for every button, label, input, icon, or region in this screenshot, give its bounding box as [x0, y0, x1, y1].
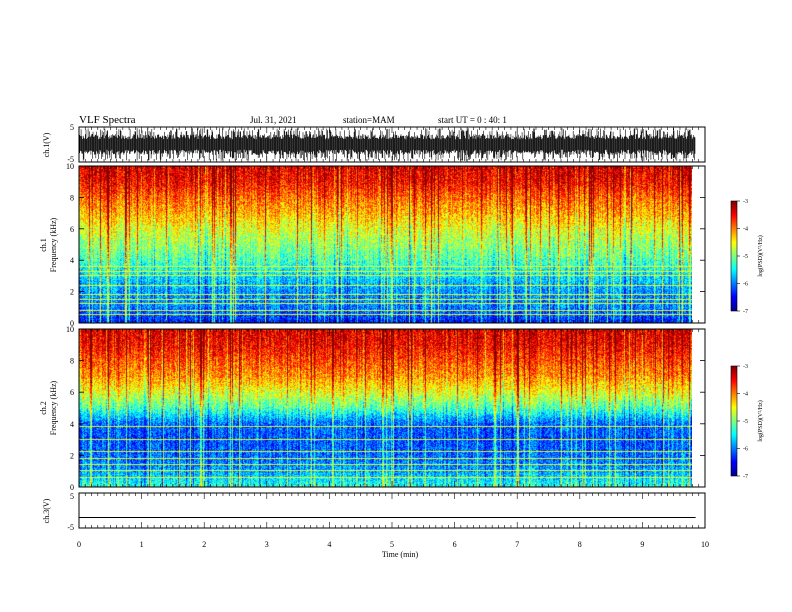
time-tick-label: 9 — [640, 540, 644, 549]
figure-date: Jul. 31, 2021 — [250, 115, 297, 125]
ch2-colorbar-image — [731, 366, 737, 476]
ch1-colorbar-tick-label: -3 — [743, 199, 748, 205]
time-tick-label: 7 — [515, 540, 519, 549]
ch2-spectrogram-ylabel-frequency: Frequency (kHz) — [49, 380, 58, 435]
ch1-spectrogram-image — [79, 166, 692, 323]
ch1-colorbar-tick-label: -6 — [743, 282, 748, 288]
ch1-spectrogram-ylabel-channel: ch.1 — [39, 238, 48, 252]
ch1-spectrogram-yticks: 0 2 4 6 8 10 — [66, 162, 705, 328]
ch1-ytick-top: 5 — [70, 123, 74, 132]
ch2-spectrogram-ytick-label: 8 — [70, 357, 74, 366]
ch2-spectrogram-ytick-label: 4 — [70, 420, 74, 429]
time-tick-label: 8 — [578, 540, 582, 549]
ch1-spectrogram-ylabel-frequency: Frequency (kHz) — [49, 217, 58, 272]
time-tick-label: 3 — [265, 540, 269, 549]
ch2-spectrogram-ytick-label: 10 — [66, 325, 74, 334]
time-tick-label: 10 — [701, 540, 709, 549]
time-tick-label: 2 — [202, 540, 206, 549]
figure-start-time: start UT = 0 : 40: 1 — [438, 115, 507, 125]
ch1-colorbar: -3 -4 -5 -6 -7 log(PSD)(V²/Hz) — [730, 199, 764, 315]
ch1-spectrogram-ytick-label: 0 — [70, 319, 74, 328]
ch1-waveform-line — [78, 128, 696, 161]
time-axis-label: Time (min) — [382, 550, 419, 559]
ch2-spectrogram-panel: 0 2 4 6 8 10 ch.2 Frequency (kHz) — [39, 325, 706, 492]
ch1-colorbar-tick-label: -7 — [743, 309, 748, 315]
time-tick-label: 5 — [390, 540, 394, 549]
ch2-spectrogram-ytick-label: 2 — [70, 451, 74, 460]
ch3-waveform-ylabel: ch.3(V) — [42, 498, 51, 523]
time-tick-label: 1 — [140, 540, 144, 549]
time-tick-label: 0 — [77, 540, 81, 549]
time-axis-ticks — [78, 127, 706, 528]
ch3-ytick-top: 5 — [70, 492, 74, 501]
ch1-colorbar-label: log(PSD)(V²/Hz) — [757, 235, 764, 276]
ch2-spectrogram-ylabel-channel: ch.2 — [39, 401, 48, 415]
time-tick-label: 4 — [327, 540, 331, 549]
ch2-colorbar-tick-label: -6 — [743, 447, 748, 453]
ch2-colorbar-tick-label: -4 — [743, 392, 748, 398]
ch2-spectrogram-ytick-label: 6 — [70, 388, 74, 397]
ch2-colorbar-label: log(PSD)(V²/Hz) — [757, 400, 764, 441]
ch2-colorbar-tick-label: -3 — [743, 364, 748, 370]
ch1-spectrogram-ytick-label: 6 — [70, 225, 74, 234]
ch2-colorbar: -3 -4 -5 -6 -7 log(PSD)(V²/Hz) — [730, 364, 764, 480]
ch1-colorbar-image — [731, 201, 737, 311]
ch2-colorbar-ticks: -3 -4 -5 -6 -7 — [737, 364, 748, 480]
ch3-ytick-bottom: -5 — [67, 523, 74, 532]
ch1-spectrogram-ytick-label: 2 — [70, 288, 74, 297]
ch1-colorbar-ticks: -3 -4 -5 -6 -7 — [737, 199, 748, 315]
ch2-colorbar-tick-label: -7 — [743, 474, 748, 480]
ch1-spectrogram-ytick-label: 8 — [70, 193, 74, 202]
ch1-spectrogram-ytick-label: 10 — [66, 162, 74, 171]
time-axis-tick-labels: 0 1 2 3 4 5 6 7 8 9 10 — [77, 540, 709, 549]
ch1-spectrogram-panel: 0 2 4 6 8 10 ch.1 Frequency (kHz) — [39, 162, 706, 328]
ch1-ytick-bottom: -5 — [67, 155, 74, 164]
figure-title: VLF Spectra — [79, 114, 136, 126]
ch1-colorbar-tick-label: -5 — [743, 254, 748, 260]
time-tick-label: 6 — [453, 540, 457, 549]
ch2-spectrogram-yticks: 0 2 4 6 8 10 — [66, 325, 705, 492]
ch1-waveform-ylabel: ch.1(V) — [42, 132, 51, 157]
ch2-colorbar-tick-label: -5 — [743, 419, 748, 425]
ch1-colorbar-tick-label: -4 — [743, 227, 748, 233]
ch2-spectrogram-ytick-label: 0 — [70, 483, 74, 492]
figure-station: station=MAM — [343, 115, 395, 125]
ch1-spectrogram-ytick-label: 4 — [70, 256, 74, 265]
ch2-spectrogram-image — [79, 329, 692, 487]
